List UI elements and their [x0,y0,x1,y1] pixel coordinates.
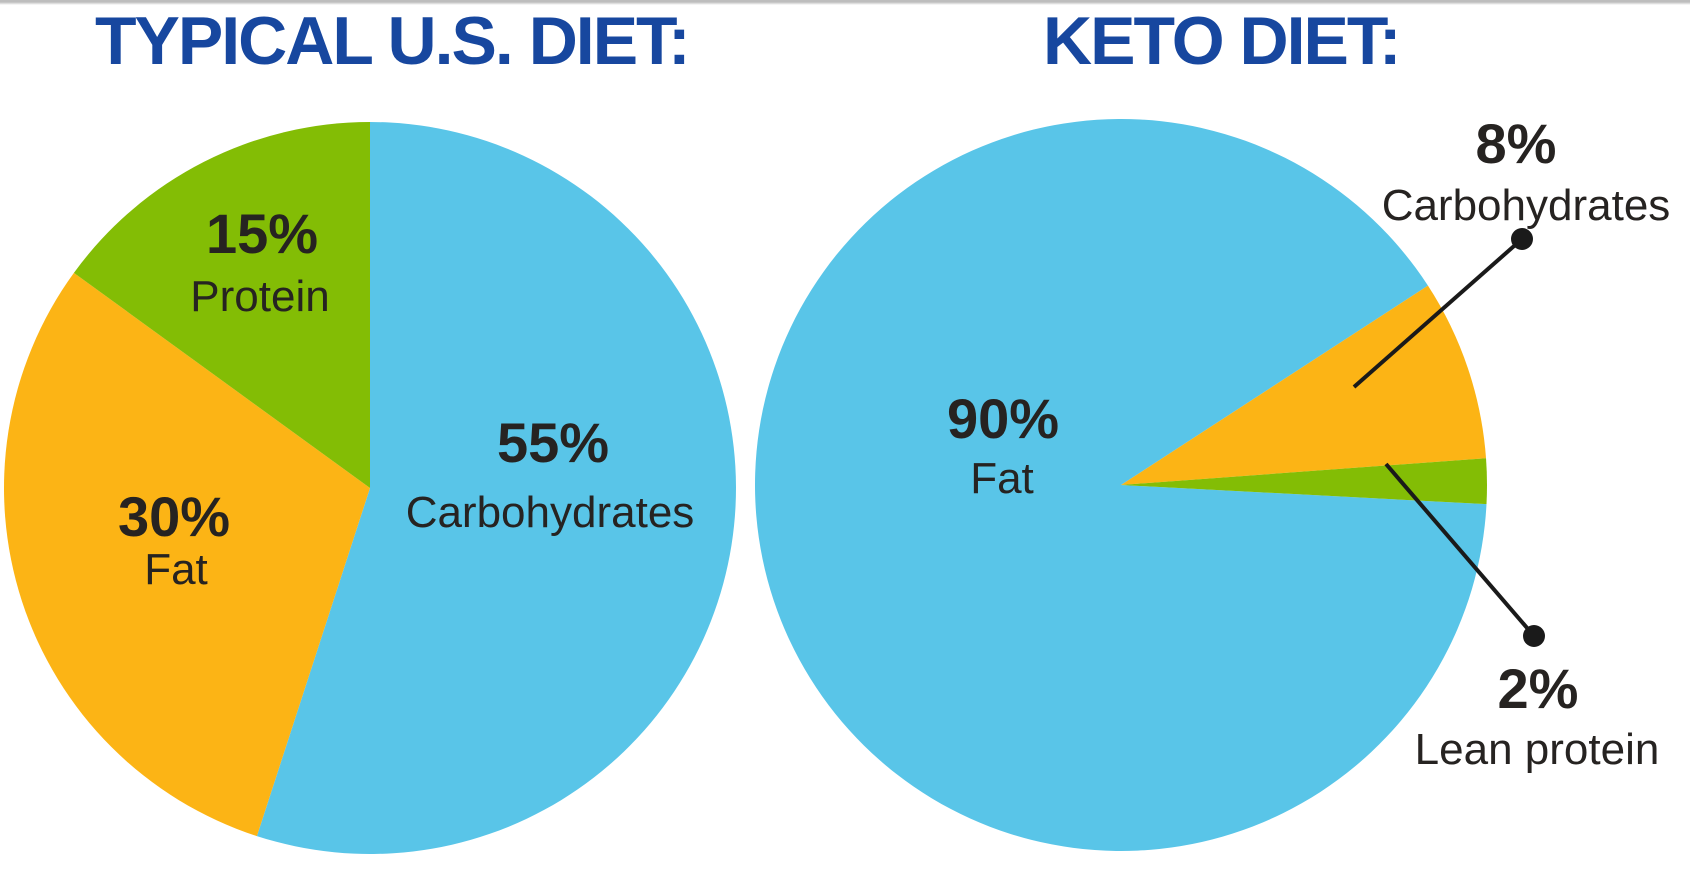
svg-text:Protein: Protein [190,272,329,321]
svg-text:Lean protein: Lean protein [1415,725,1660,774]
svg-text:90%: 90% [947,387,1059,450]
svg-text:30%: 30% [118,485,230,548]
svg-text:8%: 8% [1476,112,1557,175]
svg-text:Fat: Fat [144,545,208,594]
svg-text:2%: 2% [1498,657,1579,720]
svg-text:Fat: Fat [970,454,1034,503]
svg-text:55%: 55% [497,411,609,474]
svg-text:15%: 15% [206,202,318,265]
svg-text:Carbohydrates: Carbohydrates [406,488,695,537]
svg-text:Carbohydrates: Carbohydrates [1382,181,1671,230]
